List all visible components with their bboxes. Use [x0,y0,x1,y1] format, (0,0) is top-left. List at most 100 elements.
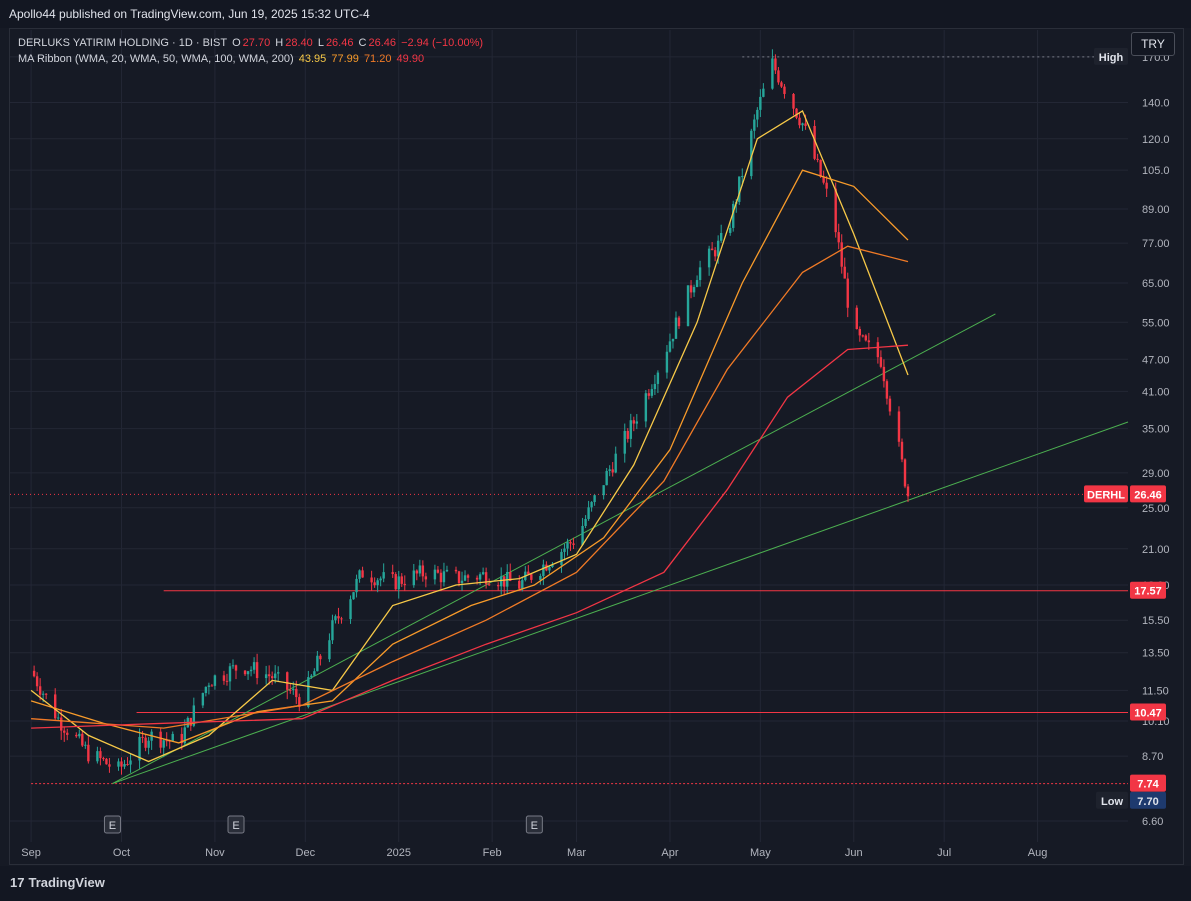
earnings-marker [103,815,121,834]
x-tick-label: Feb [483,847,502,859]
y-tick-label: 6.60 [1142,816,1163,828]
trend-lines [112,313,1129,785]
tradingview-logo[interactable]: 17 TradingView [10,875,105,890]
candle-body [370,577,373,583]
chart-frame[interactable] [9,28,1184,865]
x-tick-label: May [750,847,771,859]
last-price-label: 26.46 [1134,489,1162,501]
tradingview-brand: TradingView [28,875,105,890]
candle-body [801,123,804,126]
candle-body [587,507,590,519]
candle-body [255,662,259,679]
currency-button[interactable]: TRY [1131,32,1175,56]
candle-body [234,665,238,671]
y-tick-label: 11.50 [1142,685,1169,697]
candle-body [270,676,274,679]
legend-high: 28.40 [285,37,313,49]
candle-body [84,744,87,746]
candle-body [162,740,165,748]
candle-body [328,640,331,660]
candle-body [421,565,425,577]
candle-body [560,551,563,566]
candle-body [885,381,889,399]
chart-legend: DERLUKS YATIRIM HOLDING · 1D · BIST O 27.… [18,35,485,67]
candle-body [313,671,316,676]
candle-body [487,584,491,586]
candle-body [264,674,268,679]
candle-body [563,548,566,552]
candle-body [629,420,632,439]
candle-body [695,280,699,287]
candle-body [539,576,542,580]
candle-body [41,693,45,695]
candle-body [412,570,416,586]
low-value-label: 7.70 [1137,796,1158,808]
candle-body [719,232,723,241]
candle-body [876,342,880,358]
candle-body [391,572,394,575]
candle-body [340,618,343,620]
candle-body [276,672,280,674]
candle-body [759,96,762,110]
candle-body [750,130,753,177]
candle-body [192,705,196,726]
x-tick-label: Jun [845,847,863,859]
candle-body [228,666,232,682]
candle-body [32,670,36,677]
candle-body [454,569,458,572]
candle-body [792,93,795,109]
candle-body [379,578,382,581]
candle-body [647,393,651,396]
candle-body [804,123,807,126]
candle-body [864,335,868,341]
y-tick-label: 47.00 [1142,354,1170,366]
trend-line [112,421,1129,785]
candle-body [295,688,298,698]
candle-body [822,176,825,183]
candle-body [846,278,849,308]
y-tick-label: 35.00 [1142,424,1170,436]
candle-body [249,669,253,672]
grid-lines [10,30,1128,842]
candle-body [855,307,858,330]
ma-line-wma-100 [31,245,909,729]
y-tick-label: 55.00 [1142,317,1170,329]
earnings-marker [227,815,245,834]
candle-body [316,655,319,672]
x-tick-label: Aug [1028,847,1048,859]
candle-body [213,675,217,686]
candle-body [126,763,129,765]
candle-body [671,338,675,342]
candle-body [105,758,108,765]
candle-body [102,758,105,760]
candle-body [650,389,654,396]
candle-body [63,730,66,733]
candle-body [867,340,871,343]
candle-body [593,495,596,503]
candle-body [548,566,551,571]
candle-body [439,572,443,583]
candle-body [433,569,437,580]
candle-body [626,430,629,439]
x-tick-label: 2025 [386,847,410,859]
candle-body [861,335,865,337]
candle-body [738,176,741,202]
candle-body [210,685,214,687]
candle-body [337,616,340,619]
candle-body [463,575,467,581]
candle-body [66,732,69,735]
candle-body [445,569,449,572]
legend-ma50: 77.99 [331,53,359,65]
candle-body [644,393,648,422]
symbol-label: DERHL [1087,489,1125,501]
y-tick-label: 13.50 [1142,648,1170,660]
candle-body [837,232,840,243]
candle-body [581,525,584,545]
candle-body [204,686,208,694]
candle-body [509,572,512,581]
candle-body [273,673,277,679]
candle-body [138,736,141,761]
candle-body [201,693,205,706]
candle-body [496,585,500,587]
